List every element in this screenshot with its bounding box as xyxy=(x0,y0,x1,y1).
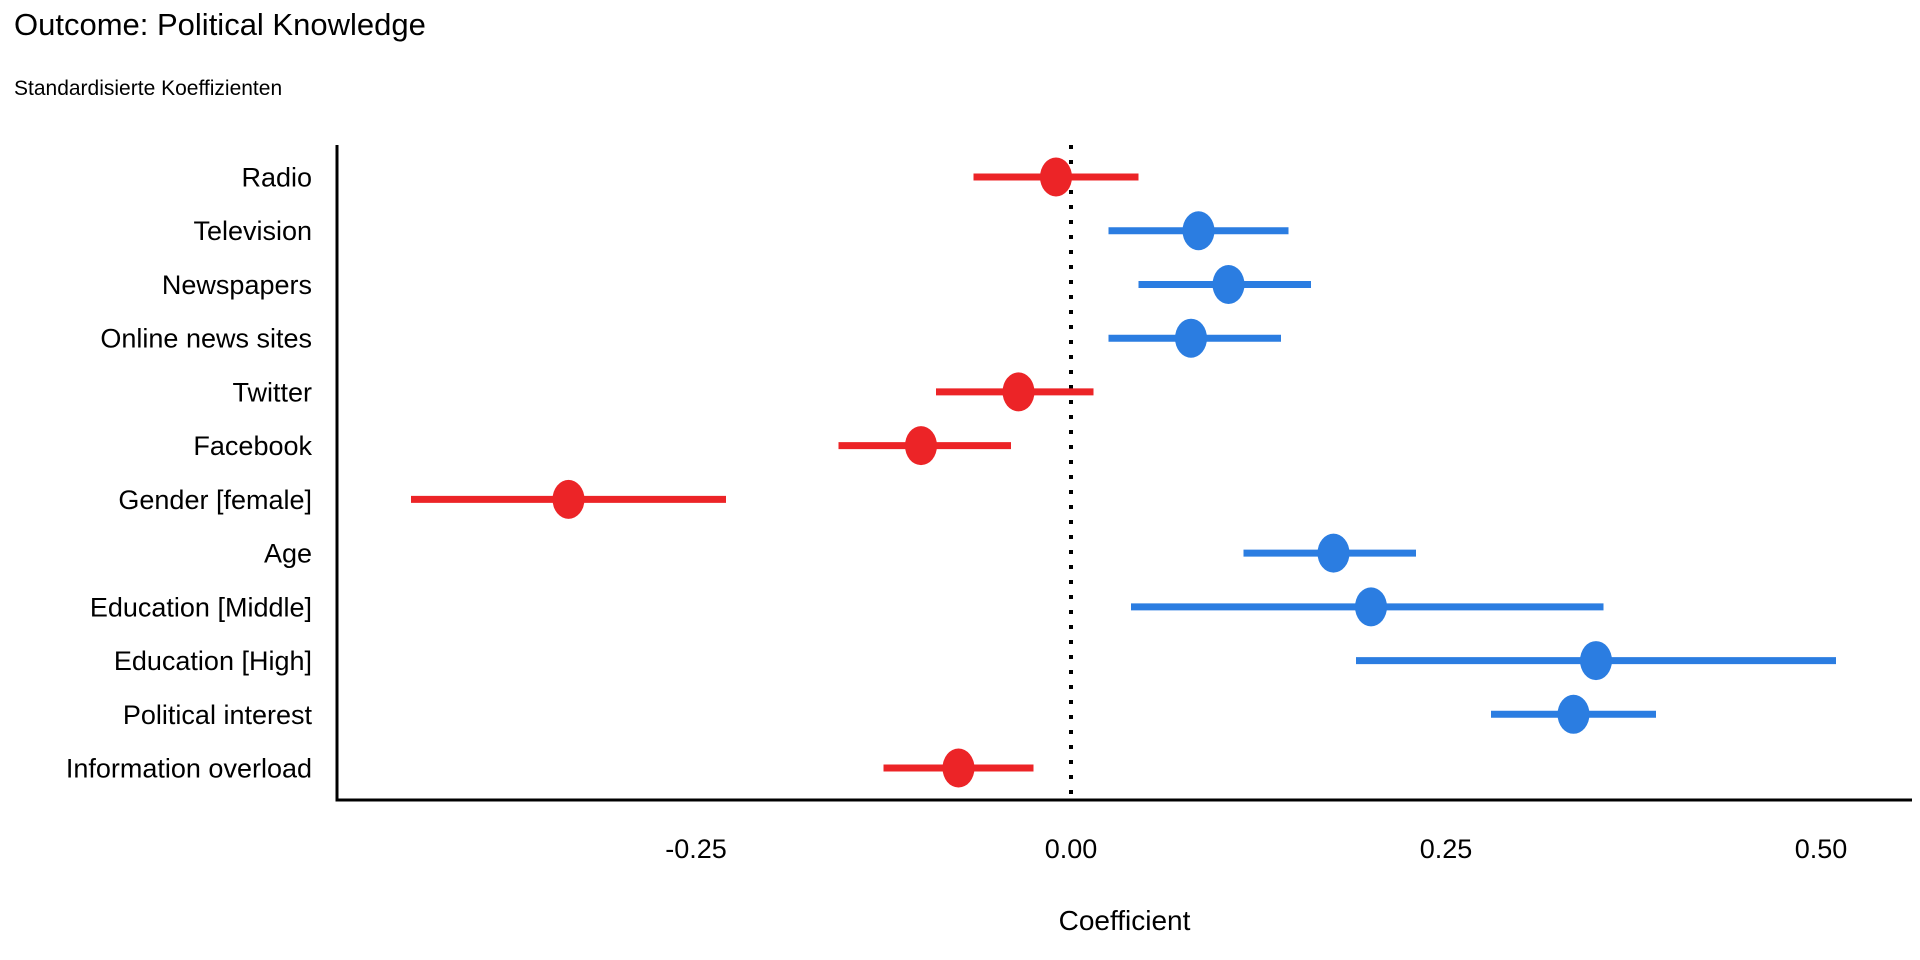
category-label: Gender [female] xyxy=(118,485,312,515)
point-estimate-marker xyxy=(1212,264,1245,304)
point-estimate-marker xyxy=(1182,211,1215,251)
category-label: Online news sites xyxy=(100,324,312,354)
point-estimate-marker xyxy=(552,479,585,519)
category-label: Television xyxy=(193,216,312,246)
point-estimate-marker xyxy=(1175,318,1207,358)
category-label: Education [High] xyxy=(114,646,312,676)
category-label: Education [Middle] xyxy=(90,592,312,622)
x-tick-label: -0.25 xyxy=(665,834,727,864)
category-label: Facebook xyxy=(193,431,312,461)
x-axis-title: Coefficient xyxy=(1058,905,1191,936)
axis-lines xyxy=(335,145,1912,802)
point-estimate-marker xyxy=(1557,694,1590,734)
point-estimate-marker xyxy=(905,426,937,466)
point-estimate-marker xyxy=(1002,372,1035,412)
category-label: Age xyxy=(264,539,312,569)
category-label: Twitter xyxy=(232,377,312,407)
x-tick-label: 0.50 xyxy=(1795,834,1848,864)
category-label: Newspapers xyxy=(162,270,312,300)
category-label: Radio xyxy=(241,163,312,193)
point-estimate-marker xyxy=(1317,533,1350,573)
chart-title: Outcome: Political Knowledge xyxy=(14,7,426,42)
category-label: Information overload xyxy=(66,754,312,784)
x-tick-label: 0.00 xyxy=(1045,834,1098,864)
point-estimate-marker xyxy=(1580,641,1612,681)
point-estimate-marker xyxy=(1040,157,1072,197)
chart-subtitle: Standardisierte Koeffizienten xyxy=(14,77,283,100)
point-estimate-marker xyxy=(1355,587,1387,627)
point-estimate-marker xyxy=(942,748,975,788)
x-tick-label: 0.25 xyxy=(1420,834,1473,864)
category-label: Political interest xyxy=(123,700,313,730)
